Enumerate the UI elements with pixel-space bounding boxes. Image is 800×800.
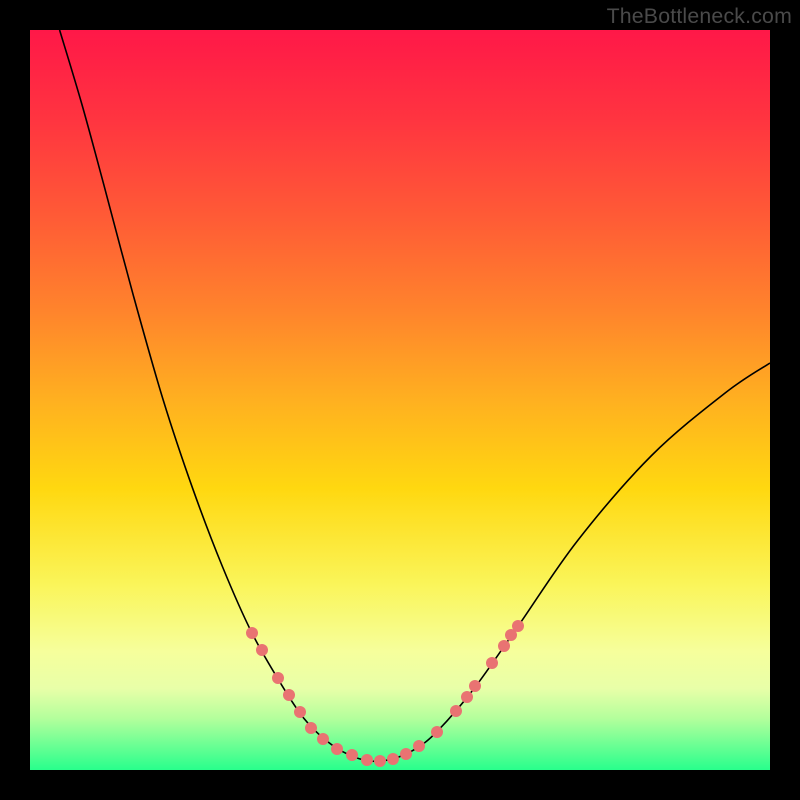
plot-area <box>30 30 770 770</box>
curve-marker <box>469 680 481 692</box>
curve-marker <box>294 706 306 718</box>
bottleneck-curve <box>60 30 770 761</box>
curve-marker <box>413 740 425 752</box>
curve-marker <box>374 755 386 767</box>
curve-layer <box>30 30 770 770</box>
curve-marker <box>387 753 399 765</box>
curve-marker <box>461 691 473 703</box>
curve-marker <box>486 657 498 669</box>
curve-marker <box>400 748 412 760</box>
curve-marker <box>283 689 295 701</box>
chart-frame: TheBottleneck.com <box>0 0 800 800</box>
curve-marker <box>331 743 343 755</box>
curve-marker <box>431 726 443 738</box>
curve-marker <box>361 754 373 766</box>
curve-marker <box>246 627 258 639</box>
curve-marker <box>305 722 317 734</box>
curve-marker <box>317 733 329 745</box>
curve-marker <box>512 620 524 632</box>
curve-marker <box>498 640 510 652</box>
curve-marker <box>450 705 462 717</box>
watermark-text: TheBottleneck.com <box>607 4 792 29</box>
curve-marker <box>272 672 284 684</box>
curve-marker <box>346 749 358 761</box>
curve-marker <box>256 644 268 656</box>
